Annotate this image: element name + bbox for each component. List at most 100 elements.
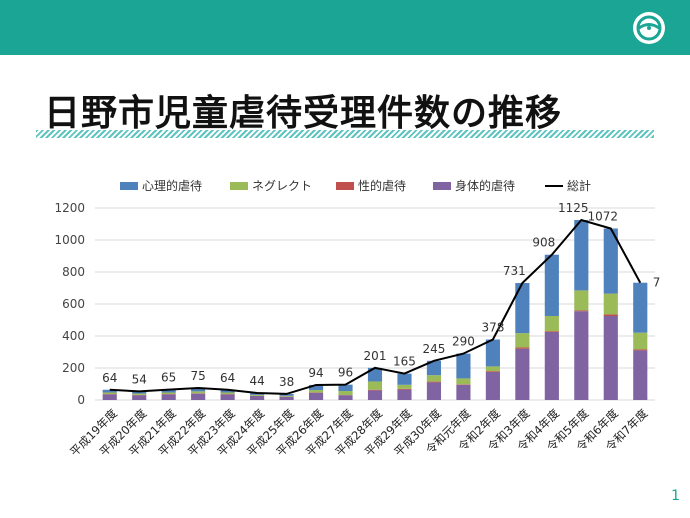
legend-label: ネグレクト bbox=[252, 179, 312, 193]
legend-swatch bbox=[230, 182, 248, 190]
bar-segment bbox=[191, 391, 206, 394]
y-tick-label: 600 bbox=[62, 297, 85, 311]
bar-segment bbox=[132, 393, 147, 395]
bar-segment bbox=[220, 392, 235, 395]
bar-segment bbox=[338, 391, 353, 396]
bar-segment bbox=[161, 394, 176, 400]
header-bar bbox=[0, 0, 690, 55]
bar-segment bbox=[633, 349, 648, 351]
bar-segment bbox=[633, 350, 648, 400]
emblem-icon bbox=[636, 15, 662, 41]
bar-segment bbox=[279, 395, 294, 397]
bar-segment bbox=[397, 388, 412, 390]
total-data-label: 94 bbox=[308, 366, 323, 380]
total-line bbox=[109, 218, 642, 395]
legend-swatch bbox=[433, 182, 451, 190]
legend-label: 心理的虐待 bbox=[142, 178, 202, 193]
bar-segment bbox=[485, 371, 500, 372]
total-data-label: 65 bbox=[161, 371, 176, 385]
bar-segment bbox=[544, 316, 559, 332]
bar-segment bbox=[397, 389, 412, 400]
bar-segment bbox=[161, 392, 176, 395]
bar-segment bbox=[250, 396, 265, 400]
total-data-label: 1125 bbox=[558, 201, 589, 215]
bar-segment bbox=[574, 290, 589, 311]
bar-segment bbox=[485, 339, 500, 367]
bar-segment bbox=[485, 366, 500, 372]
bar-segment bbox=[367, 389, 383, 391]
bar-segment bbox=[308, 384, 324, 391]
bar-segment bbox=[132, 395, 147, 400]
bar-segment bbox=[544, 331, 559, 332]
total-data-label: 731 bbox=[503, 264, 526, 278]
bar-segment bbox=[367, 381, 383, 390]
bar-segment bbox=[603, 293, 618, 315]
bar-segment bbox=[456, 378, 471, 385]
bar-segment bbox=[426, 382, 442, 400]
bar-segment bbox=[426, 381, 442, 383]
bar-segment bbox=[220, 394, 235, 400]
bar-segment bbox=[456, 353, 471, 379]
bar-segment bbox=[250, 394, 265, 396]
bar-segment bbox=[426, 360, 442, 376]
bar-segment bbox=[426, 375, 442, 382]
bar-segment bbox=[544, 254, 559, 316]
bar-segment bbox=[574, 310, 589, 312]
total-data-label: 908 bbox=[532, 236, 555, 250]
bar-segment bbox=[367, 390, 383, 400]
y-tick-label: 800 bbox=[62, 265, 85, 279]
total-data-label: 165 bbox=[393, 355, 416, 369]
bar-segment bbox=[102, 392, 117, 395]
bar-segment bbox=[456, 384, 471, 400]
city-logo bbox=[633, 12, 665, 44]
bar-segment bbox=[515, 333, 530, 348]
page-number: 1 bbox=[671, 488, 680, 504]
total-data-label: 733 bbox=[653, 276, 660, 290]
bar-segment bbox=[102, 394, 117, 400]
total-data-label: 44 bbox=[249, 374, 264, 388]
legend-swatch bbox=[120, 182, 138, 190]
total-data-label: 64 bbox=[220, 371, 235, 385]
total-data-label: 54 bbox=[132, 372, 147, 386]
bar-segment bbox=[220, 389, 235, 393]
total-data-label: 38 bbox=[279, 375, 294, 389]
abuse-cases-chart: 0 200 400 600 800 1000 1200 64 54 65 75 64 44 38 94 96 2… bbox=[54, 178, 660, 459]
bar-segment bbox=[603, 314, 618, 316]
bar-segment bbox=[102, 389, 117, 393]
legend-label: 性的虐待 bbox=[358, 178, 406, 193]
bar-segment bbox=[161, 389, 176, 393]
bar-segment bbox=[485, 372, 500, 400]
bar-segment bbox=[132, 391, 147, 394]
y-tick-label: 200 bbox=[62, 361, 85, 375]
total-data-label: 96 bbox=[338, 366, 353, 380]
bar-segment bbox=[191, 388, 206, 392]
bar-segment bbox=[633, 282, 648, 333]
bar-segment bbox=[397, 384, 412, 389]
bar-segment bbox=[603, 316, 618, 400]
bar-segment bbox=[574, 311, 589, 400]
total-data-label: 245 bbox=[422, 342, 445, 356]
bar-segment bbox=[191, 393, 206, 400]
y-tick-label: 1200 bbox=[54, 201, 85, 215]
bar-segment bbox=[574, 220, 589, 291]
bar-segment bbox=[544, 332, 559, 400]
legend-swatch bbox=[336, 182, 354, 190]
bar-segment bbox=[367, 367, 383, 382]
bar-segment bbox=[308, 392, 324, 400]
legend-label: 身体的虐待 bbox=[455, 178, 515, 193]
total-data-label: 201 bbox=[364, 349, 387, 363]
bar-segment bbox=[603, 228, 618, 294]
y-tick-label: 1000 bbox=[54, 233, 85, 247]
bar-segment bbox=[338, 384, 353, 392]
y-tick-label: 0 bbox=[77, 393, 85, 407]
legend-label: 総計 bbox=[567, 178, 591, 193]
total-data-label: 64 bbox=[102, 371, 117, 385]
bar-segment bbox=[338, 395, 353, 400]
y-tick-label: 400 bbox=[62, 329, 85, 343]
title-underline bbox=[36, 130, 654, 138]
total-data-label: 378 bbox=[481, 321, 504, 335]
bar-segment bbox=[515, 348, 530, 400]
total-data-label: 1072 bbox=[588, 209, 619, 223]
bar-segment bbox=[515, 347, 530, 349]
bar-segment bbox=[308, 390, 324, 393]
